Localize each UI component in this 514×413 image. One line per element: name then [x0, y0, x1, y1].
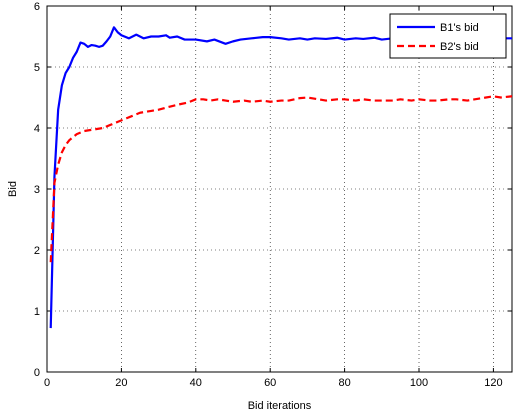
x-tick-label: 60 — [264, 377, 276, 389]
x-tick-label: 120 — [484, 377, 502, 389]
y-tick-label: 2 — [34, 245, 40, 257]
x-tick-label: 0 — [44, 377, 50, 389]
legend-label-b1: B1's bid — [440, 22, 479, 34]
x-tick-label: 100 — [410, 377, 428, 389]
grid-lines — [47, 6, 512, 372]
data-series — [49, 26, 513, 329]
series-line-b1 — [49, 26, 512, 329]
y-tick-label: 0 — [34, 367, 40, 379]
axis-ticks: 0 20 40 60 80 100 120 0 1 2 3 4 5 6 — [34, 1, 512, 389]
y-tick-label: 1 — [34, 306, 40, 318]
y-tick-label: 6 — [34, 1, 40, 13]
y-tick-label: 5 — [34, 62, 40, 74]
y-tick-label: 3 — [34, 184, 40, 196]
legend-box — [389, 13, 507, 59]
x-axis-title: Bid iterations — [248, 400, 312, 412]
y-axis-title: Bid — [7, 181, 19, 197]
x-tick-label: 20 — [115, 377, 127, 389]
legend: B1's bid B2's bid — [389, 13, 507, 59]
x-tick-label: 40 — [190, 377, 202, 389]
x-tick-label: 80 — [338, 377, 350, 389]
y-tick-label: 4 — [34, 123, 40, 135]
legend-label-b2: B2's bid — [440, 41, 479, 53]
series-line-b2 — [49, 95, 513, 263]
